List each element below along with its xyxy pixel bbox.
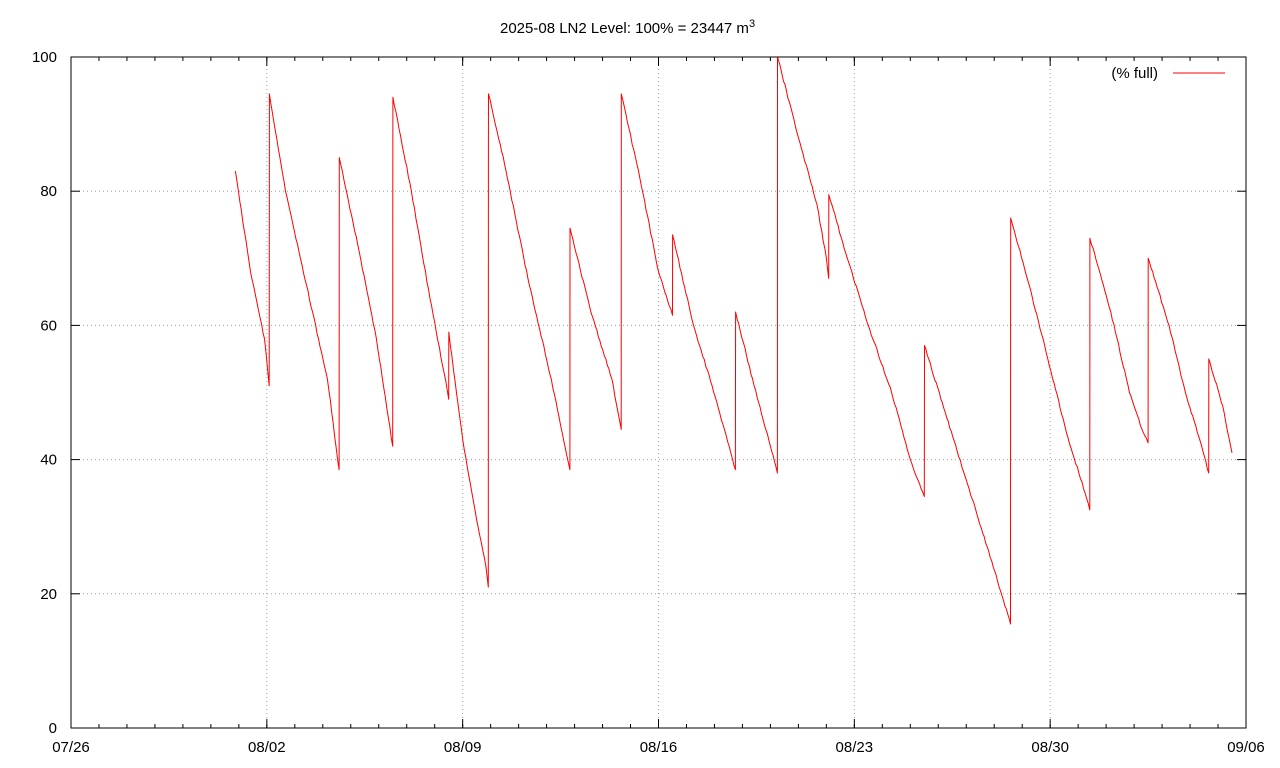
series-line bbox=[234, 56, 1233, 625]
y-axis-ticks: 0 20 40 60 80 100 bbox=[32, 49, 1246, 737]
y-tick-label: 100 bbox=[32, 49, 57, 66]
x-tick-label: 08/02 bbox=[248, 739, 286, 756]
legend: (% full) bbox=[1111, 65, 1225, 82]
y-tick-label: 20 bbox=[40, 586, 57, 603]
x-tick-label: 08/23 bbox=[836, 739, 874, 756]
legend-label: (% full) bbox=[1111, 65, 1158, 82]
chart-title-text: 2025-08 LN2 Level: 100% = 23447 m bbox=[500, 20, 749, 37]
chart-title: 2025-08 LN2 Level: 100% = 23447 m3 bbox=[500, 18, 755, 37]
x-axis-ticks: 07/26 08/02 08/09 08/16 08/23 08/30 09/06 bbox=[52, 57, 1265, 756]
x-tick-label: 09/06 bbox=[1227, 739, 1265, 756]
y-tick-label: 80 bbox=[40, 183, 57, 200]
y-tick-label: 0 bbox=[49, 720, 57, 737]
grid-lines bbox=[71, 57, 1246, 728]
plot-frame bbox=[70, 56, 1247, 729]
y-tick-label: 40 bbox=[40, 452, 57, 469]
series-layer bbox=[234, 56, 1233, 625]
chart-title-superscript: 3 bbox=[749, 18, 755, 30]
x-tick-label: 08/16 bbox=[640, 739, 678, 756]
x-tick-label: 08/30 bbox=[1031, 739, 1069, 756]
y-tick-label: 60 bbox=[40, 317, 57, 334]
x-tick-label: 08/09 bbox=[444, 739, 482, 756]
x-tick-label: 07/26 bbox=[52, 739, 90, 756]
